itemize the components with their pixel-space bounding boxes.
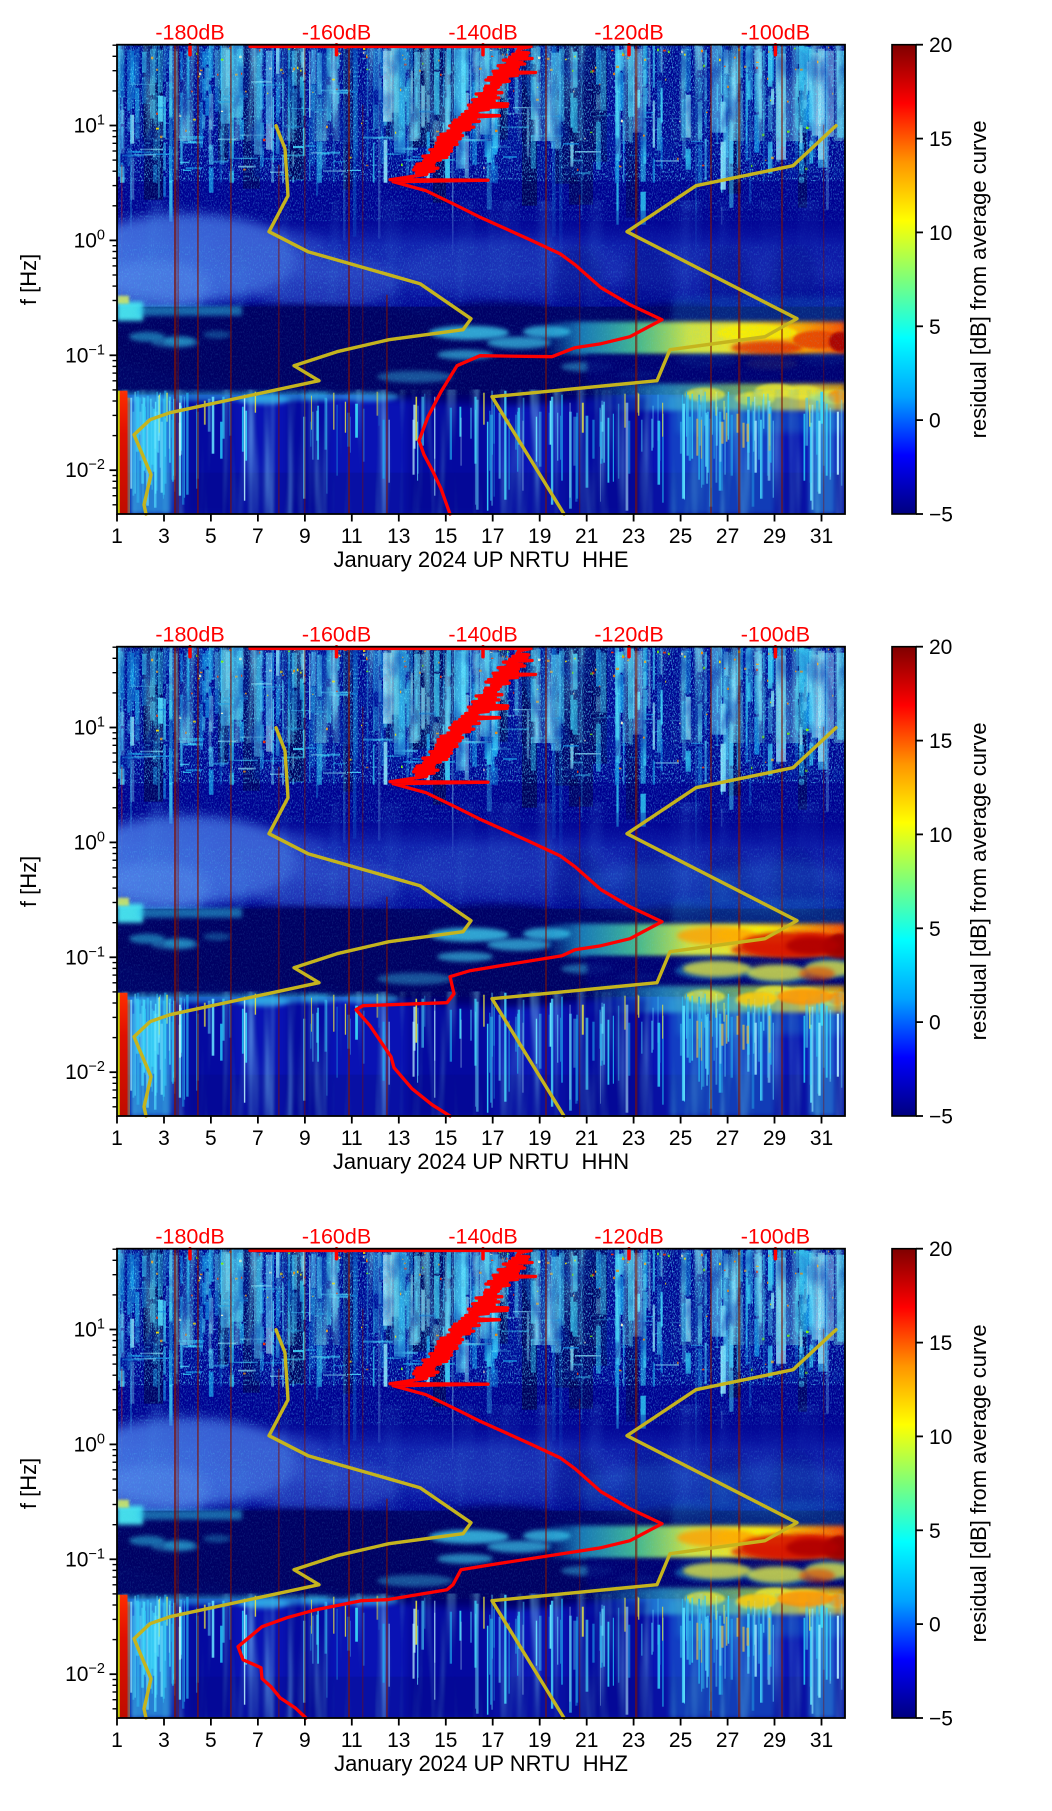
svg-text:-100dB: -100dB [741,1225,810,1249]
svg-text:13: 13 [387,1127,410,1150]
svg-text:f [Hz]: f [Hz] [16,1458,41,1509]
svg-text:7: 7 [252,1729,264,1752]
svg-text:21: 21 [575,525,598,548]
svg-text:20: 20 [929,636,952,659]
svg-text:31: 31 [810,1127,833,1150]
svg-text:19: 19 [528,1729,551,1752]
svg-text:15: 15 [434,1729,457,1752]
svg-text:20: 20 [929,1238,952,1261]
svg-text:27: 27 [716,1127,739,1150]
svg-text:residual [dB] from average cur: residual [dB] from average curve [966,722,991,1040]
svg-text:5: 5 [929,316,941,339]
svg-text:10: 10 [929,824,952,847]
svg-text:11: 11 [341,1127,363,1150]
svg-text:1: 1 [111,1729,123,1752]
svg-text:5: 5 [205,1127,217,1150]
svg-text:7: 7 [252,1127,264,1150]
svg-text:−5: −5 [929,1106,953,1129]
svg-text:10: 10 [929,1426,952,1449]
svg-text:15: 15 [434,1127,457,1150]
svg-text:−5: −5 [929,504,953,527]
svg-text:residual [dB] from average cur: residual [dB] from average curve [966,1324,991,1642]
svg-text:3: 3 [158,1127,170,1150]
svg-text:-100dB: -100dB [741,21,810,45]
svg-text:29: 29 [763,1729,786,1752]
svg-text:15: 15 [929,128,952,151]
svg-text:27: 27 [716,1729,739,1752]
svg-text:-140dB: -140dB [448,623,517,647]
svg-text:9: 9 [299,1729,311,1752]
svg-text:-140dB: -140dB [448,21,517,45]
svg-text:9: 9 [299,525,311,548]
svg-text:-160dB: -160dB [302,623,371,647]
svg-text:20: 20 [929,34,952,57]
svg-text:31: 31 [810,525,833,548]
svg-text:15: 15 [929,730,952,753]
svg-text:19: 19 [528,525,551,548]
svg-text:23: 23 [622,525,645,548]
svg-text:-140dB: -140dB [448,1225,517,1249]
svg-text:0: 0 [929,1012,941,1035]
svg-text:January 2024 UP NRTU HHE: January 2024 UP NRTU HHE [333,547,628,572]
svg-text:11: 11 [341,1729,363,1752]
svg-text:-120dB: -120dB [594,623,663,647]
svg-text:21: 21 [575,1729,598,1752]
svg-text:15: 15 [929,1332,952,1355]
svg-text:−5: −5 [929,1708,953,1731]
svg-text:9: 9 [299,1127,311,1150]
svg-text:-120dB: -120dB [594,21,663,45]
svg-text:-120dB: -120dB [594,1225,663,1249]
svg-text:3: 3 [158,1729,170,1752]
svg-text:-100dB: -100dB [741,623,810,647]
svg-text:13: 13 [387,525,410,548]
svg-text:January 2024 UP NRTU HHZ: January 2024 UP NRTU HHZ [334,1751,628,1776]
svg-text:f [Hz]: f [Hz] [16,856,41,907]
svg-text:13: 13 [387,1729,410,1752]
svg-text:25: 25 [669,1729,692,1752]
svg-text:17: 17 [481,1127,504,1150]
svg-text:January 2024 UP NRTU HHN: January 2024 UP NRTU HHN [333,1149,629,1174]
svg-text:5: 5 [929,1520,941,1543]
svg-text:-160dB: -160dB [302,1225,371,1249]
svg-text:-180dB: -180dB [155,21,224,45]
svg-text:-180dB: -180dB [155,623,224,647]
svg-text:5: 5 [929,918,941,941]
svg-text:-180dB: -180dB [155,1225,224,1249]
svg-text:29: 29 [763,1127,786,1150]
svg-text:25: 25 [669,1127,692,1150]
svg-text:5: 5 [205,1729,217,1752]
svg-text:0: 0 [929,1614,941,1637]
svg-text:31: 31 [810,1729,833,1752]
svg-text:-160dB: -160dB [302,21,371,45]
svg-text:15: 15 [434,525,457,548]
svg-text:19: 19 [528,1127,551,1150]
svg-text:21: 21 [575,1127,598,1150]
svg-text:17: 17 [481,1729,504,1752]
svg-text:residual [dB] from average cur: residual [dB] from average curve [966,120,991,438]
svg-text:10: 10 [929,222,952,245]
svg-text:17: 17 [481,525,504,548]
svg-text:0: 0 [929,410,941,433]
svg-text:10−1: 10−1 [65,944,105,969]
svg-text:23: 23 [622,1127,645,1150]
svg-text:3: 3 [158,525,170,548]
svg-text:5: 5 [205,525,217,548]
svg-text:23: 23 [622,1729,645,1752]
svg-text:f [Hz]: f [Hz] [16,254,41,305]
svg-text:1: 1 [111,525,123,548]
svg-text:29: 29 [763,525,786,548]
svg-text:27: 27 [716,525,739,548]
svg-text:25: 25 [669,525,692,548]
svg-text:7: 7 [252,525,264,548]
svg-text:10−2: 10−2 [65,1059,105,1084]
svg-text:1: 1 [111,1127,123,1150]
svg-text:11: 11 [341,525,363,548]
